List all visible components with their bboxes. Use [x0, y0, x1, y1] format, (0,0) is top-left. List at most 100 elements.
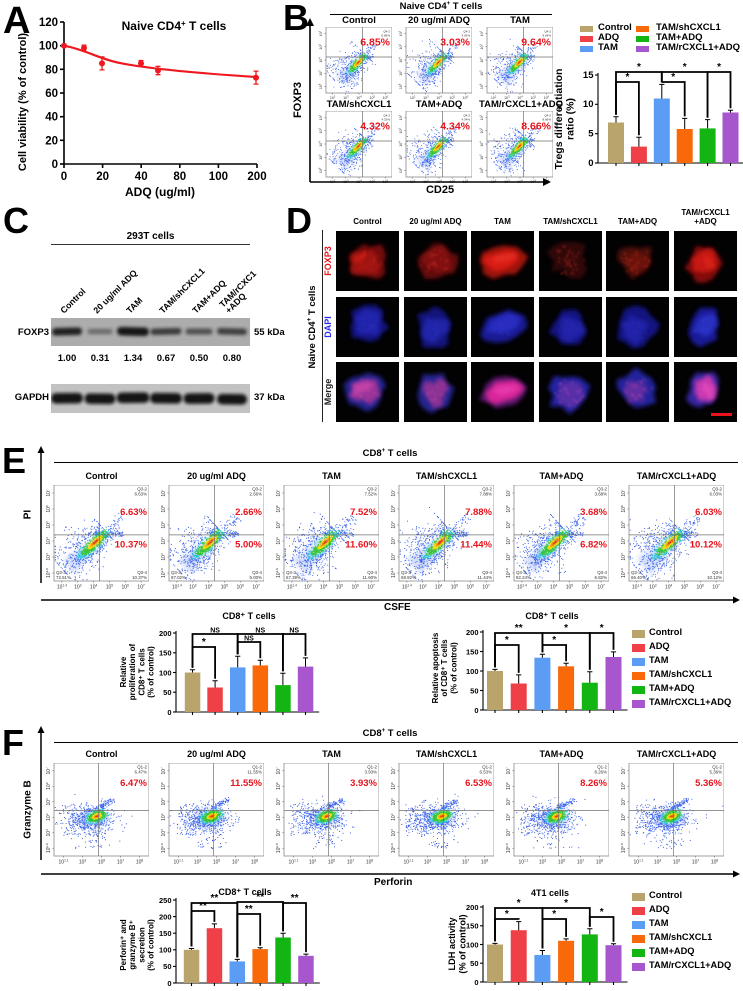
svg-text:6.47%: 6.47%: [120, 778, 147, 789]
svg-text:11.44%: 11.44%: [477, 575, 492, 580]
svg-text:105: 105: [451, 584, 459, 589]
svg-text:Q3-3: Q3-3: [631, 570, 641, 575]
svg-text:106: 106: [276, 505, 282, 513]
svg-text:200: 200: [466, 628, 479, 637]
svg-text:5: 5: [588, 129, 594, 140]
svg-text:11.44%: 11.44%: [460, 539, 492, 550]
svg-text:CD8⁺ T cells: CD8⁺ T cells: [218, 887, 271, 897]
svg-text:**: **: [256, 892, 264, 903]
svg-text:of CD8⁺ T cells: of CD8⁺ T cells: [440, 639, 449, 697]
svg-text:Q3-3: Q3-3: [286, 570, 296, 575]
svg-text:Q3-4: Q3-4: [367, 570, 377, 575]
svg-text:TAM: TAM: [124, 295, 144, 315]
svg-text:108: 108: [366, 859, 374, 864]
svg-text:Q4-2: Q4-2: [463, 114, 470, 118]
svg-text:104: 104: [550, 584, 558, 589]
svg-text:101.4: 101.4: [402, 584, 412, 589]
svg-text:105: 105: [506, 521, 512, 529]
svg-text:Q4-2: Q4-2: [383, 30, 390, 34]
svg-text:Control: Control: [58, 286, 87, 315]
svg-text:6.82%: 6.82%: [595, 575, 608, 580]
svg-text:80: 80: [173, 171, 186, 183]
svg-text:106: 106: [621, 782, 627, 790]
svg-text:72.51%: 72.51%: [56, 575, 71, 580]
svg-text:Q3-2: Q3-2: [712, 487, 722, 492]
svg-text:6.53%: 6.53%: [465, 778, 492, 789]
svg-text:15: 15: [583, 70, 594, 81]
svg-text:104: 104: [161, 537, 167, 545]
svg-text:104: 104: [435, 584, 443, 589]
svg-text:103: 103: [398, 128, 403, 134]
svg-text:101.6: 101.6: [621, 568, 627, 578]
svg-text:103: 103: [161, 829, 167, 837]
svg-text:Q1-2: Q1-2: [367, 765, 377, 770]
svg-text:105: 105: [46, 798, 52, 806]
svg-text:107: 107: [252, 584, 260, 589]
svg-text:*: *: [626, 72, 630, 83]
svg-text:100.6: 100.6: [161, 843, 167, 853]
svg-text:(% of control): (% of control): [147, 919, 156, 971]
svg-text:Q1-2: Q1-2: [712, 765, 722, 770]
svg-text:101.1: 101.1: [59, 859, 69, 864]
svg-text:100: 100: [159, 668, 172, 677]
svg-text:103: 103: [46, 829, 52, 837]
svg-text:6.85%: 6.85%: [381, 33, 390, 37]
svg-text:103: 103: [74, 584, 82, 589]
svg-text:101.6: 101.6: [391, 568, 397, 578]
svg-text:103: 103: [479, 44, 484, 50]
svg-text:102: 102: [479, 30, 484, 36]
svg-text:101.1: 101.1: [634, 859, 644, 864]
svg-text:9.64%: 9.64%: [542, 33, 551, 37]
svg-text:*: *: [517, 898, 521, 909]
svg-text:3.68%: 3.68%: [595, 492, 608, 497]
svg-text:NS: NS: [255, 628, 265, 635]
svg-text:103: 103: [343, 95, 349, 100]
svg-text:107: 107: [712, 584, 720, 589]
svg-text:7.52%: 7.52%: [365, 492, 378, 497]
svg-text:107: 107: [161, 489, 167, 497]
svg-text:106: 106: [398, 167, 403, 173]
svg-text:100.6: 100.6: [621, 843, 627, 853]
svg-text:103: 103: [398, 44, 403, 50]
svg-text:103: 103: [424, 859, 432, 864]
svg-text:20: 20: [45, 135, 58, 147]
svg-text:Q3-2: Q3-2: [597, 487, 607, 492]
svg-text:104: 104: [621, 537, 627, 545]
svg-text:9.64%: 9.64%: [521, 37, 551, 49]
svg-text:8.26%: 8.26%: [580, 778, 607, 789]
svg-text:Q3-4: Q3-4: [482, 570, 492, 575]
svg-text:Q3-2: Q3-2: [367, 487, 377, 492]
svg-text:150: 150: [159, 649, 172, 658]
svg-text:104: 104: [391, 813, 397, 821]
svg-text:*: *: [564, 898, 568, 909]
svg-text:101.4: 101.4: [57, 584, 67, 589]
svg-text:101.4: 101.4: [172, 584, 182, 589]
svg-text:(% of control): (% of control): [147, 646, 156, 698]
svg-text:105: 105: [621, 521, 627, 529]
svg-text:104: 104: [398, 57, 403, 63]
svg-text:200: 200: [159, 629, 172, 638]
svg-text:105: 105: [621, 798, 627, 806]
svg-text:102: 102: [491, 95, 497, 100]
svg-text:103: 103: [654, 859, 662, 864]
svg-text:106: 106: [463, 95, 469, 100]
svg-text:101.1: 101.1: [174, 859, 184, 864]
svg-text:3.03%: 3.03%: [440, 37, 470, 49]
svg-text:7.52%: 7.52%: [350, 507, 377, 518]
svg-text:107: 107: [276, 489, 282, 497]
svg-text:8.66%: 8.66%: [521, 121, 551, 133]
svg-text:101.1: 101.1: [519, 859, 529, 864]
svg-text:68.92%: 68.92%: [401, 575, 416, 580]
svg-text:**: **: [515, 623, 523, 634]
svg-text:106: 106: [544, 95, 550, 100]
svg-text:106: 106: [161, 782, 167, 790]
svg-text:100.6: 100.6: [46, 843, 52, 853]
svg-text:CD8⁺ T cells: CD8⁺ T cells: [525, 611, 578, 621]
svg-text:105: 105: [221, 584, 229, 589]
svg-text:105: 105: [213, 859, 221, 864]
svg-text:5.00%: 5.00%: [235, 539, 262, 550]
svg-text:20: 20: [96, 171, 109, 183]
svg-text:104: 104: [318, 141, 323, 147]
svg-text:103: 103: [391, 553, 397, 561]
svg-text:106: 106: [479, 167, 484, 173]
